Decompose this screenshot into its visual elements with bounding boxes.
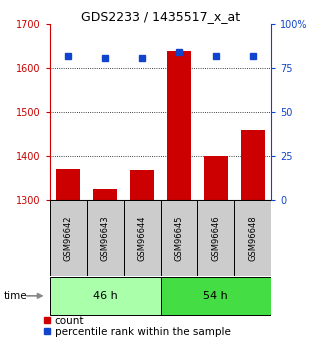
- Bar: [87, 200, 124, 276]
- Text: GSM96646: GSM96646: [211, 215, 221, 261]
- Text: 46 h: 46 h: [93, 291, 117, 301]
- Text: time: time: [3, 291, 27, 301]
- Bar: [234, 200, 271, 276]
- Text: GSM96643: GSM96643: [100, 215, 110, 261]
- Bar: [197, 200, 234, 276]
- Bar: [124, 200, 160, 276]
- Text: 54 h: 54 h: [204, 291, 228, 301]
- Text: GSM96648: GSM96648: [248, 215, 257, 261]
- Bar: [56, 169, 80, 200]
- Bar: [241, 130, 265, 200]
- Bar: [93, 189, 117, 200]
- Title: GDS2233 / 1435517_x_at: GDS2233 / 1435517_x_at: [81, 10, 240, 23]
- Bar: [50, 200, 87, 276]
- Text: GSM96644: GSM96644: [137, 215, 147, 261]
- Bar: [204, 156, 228, 200]
- Text: GSM96645: GSM96645: [174, 215, 184, 261]
- Legend: count, percentile rank within the sample: count, percentile rank within the sample: [43, 316, 231, 337]
- Bar: [167, 51, 191, 200]
- Bar: [160, 277, 271, 315]
- Bar: [160, 200, 197, 276]
- Bar: [130, 170, 154, 200]
- Text: GSM96642: GSM96642: [64, 215, 73, 261]
- Bar: [50, 277, 160, 315]
